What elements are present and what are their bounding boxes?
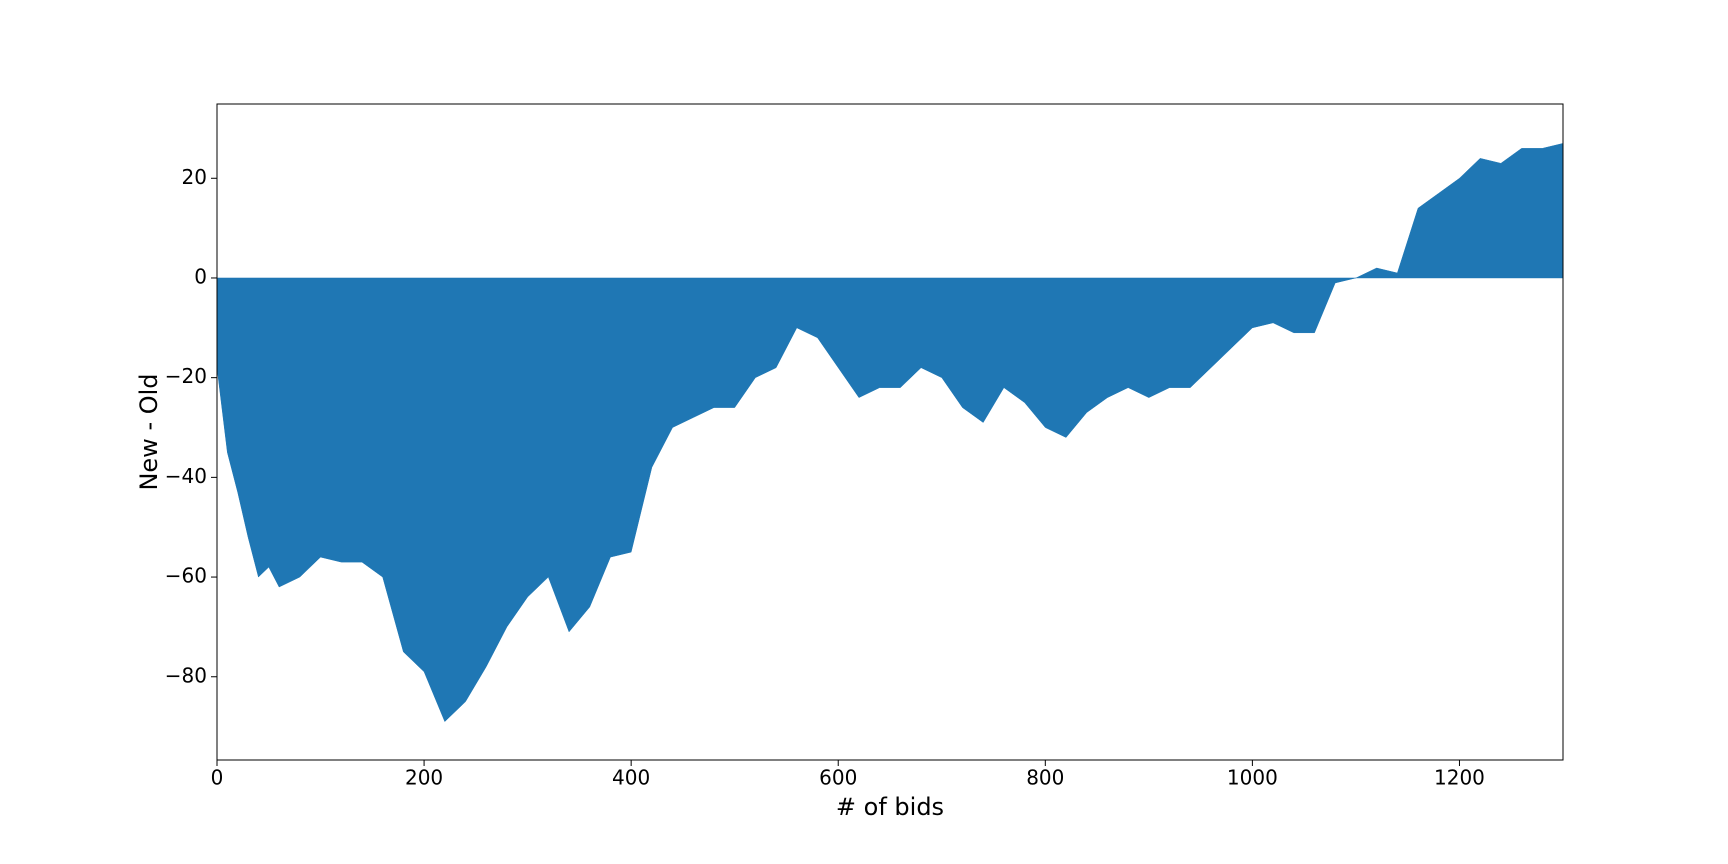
x-tick-label: 0 — [211, 766, 224, 790]
y-tick-label: −60 — [165, 564, 207, 588]
x-tick-label: 1000 — [1227, 766, 1278, 790]
y-tick-label: 20 — [182, 165, 207, 189]
area — [216, 143, 1564, 723]
x-tick-label: 800 — [1026, 766, 1064, 790]
y-tick-label: −80 — [165, 663, 207, 687]
x-tick-label: 600 — [819, 766, 857, 790]
y-axis-label: New - Old — [135, 373, 163, 490]
y-tick-label: −40 — [165, 464, 207, 488]
x-tick-label: 200 — [405, 766, 443, 790]
plot-frame — [216, 103, 1564, 761]
x-tick-label: 1200 — [1434, 766, 1485, 790]
y-tick-label: −20 — [165, 364, 207, 388]
x-tick-label: 400 — [612, 766, 650, 790]
x-axis-label: # of bids — [836, 793, 944, 821]
y-tick-label: 0 — [194, 264, 207, 288]
